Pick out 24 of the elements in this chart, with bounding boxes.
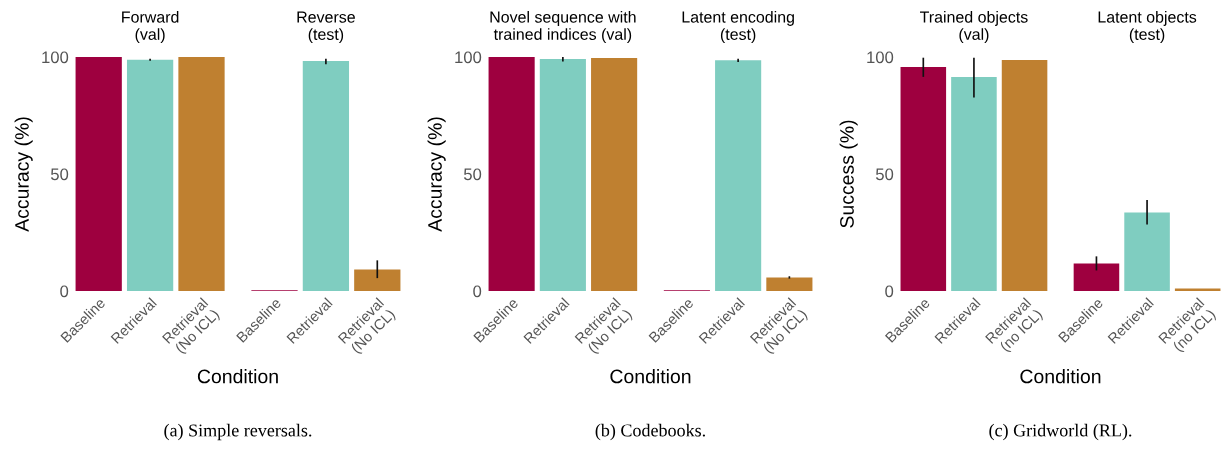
- x-axis-title: Condition: [197, 369, 278, 384]
- text: Reverse (test): [297, 11, 355, 44]
- y-tick-label: 0: [60, 285, 69, 298]
- y-tick-label: 50: [875, 168, 894, 181]
- y-tick-label: 0: [473, 285, 482, 298]
- y-tick-label: 0: [885, 285, 894, 298]
- y-tick-label: 100: [867, 51, 894, 64]
- y-tick-label: 100: [42, 51, 69, 64]
- y-tick-label: 50: [50, 168, 69, 181]
- text: (b) Codebooks.: [595, 423, 705, 441]
- text: (a) Simple reversals.: [164, 423, 312, 441]
- y-tick-label: 50: [463, 168, 482, 181]
- text: Latent objects (test): [1098, 11, 1197, 44]
- text: Trained objects (val): [920, 11, 1028, 44]
- y-tick-label: 100: [455, 51, 482, 64]
- y-axis-title: Accuracy (%): [427, 117, 446, 232]
- x-axis-title: Condition: [1020, 369, 1101, 384]
- text: Novel sequence with trained indices (val): [490, 11, 636, 44]
- text: (c) Gridworld (RL).: [989, 423, 1132, 441]
- x-axis-title: Condition: [610, 369, 691, 384]
- text: Forward (val): [122, 11, 179, 44]
- text: Latent encoding (test): [682, 11, 794, 44]
- y-axis-title: Accuracy (%): [14, 117, 33, 232]
- y-axis-title: Success (%): [839, 120, 858, 228]
